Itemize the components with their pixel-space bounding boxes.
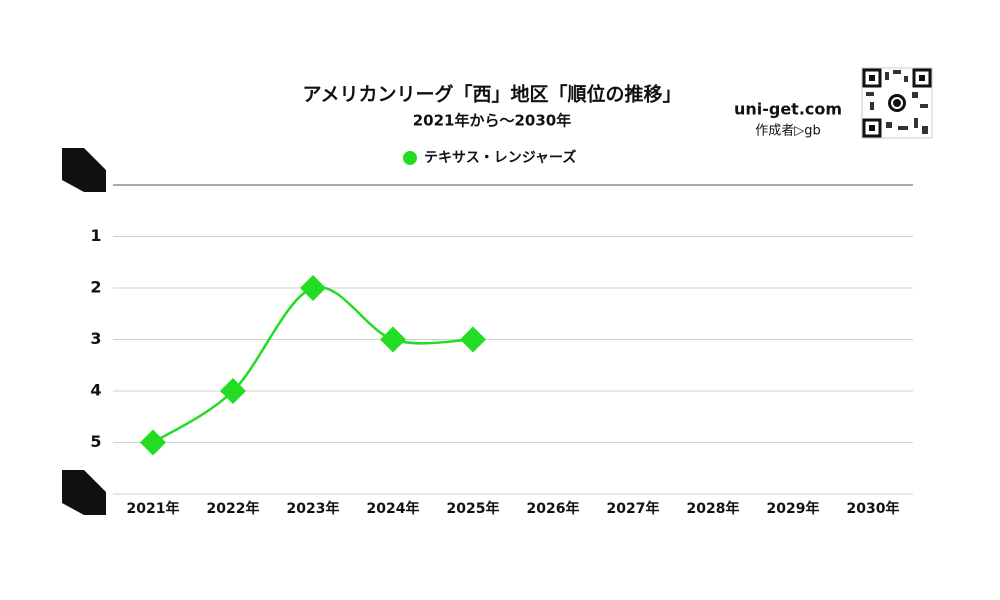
qr-code — [861, 67, 933, 139]
legend-swatch — [403, 151, 417, 165]
x-tick-label: 2024年 — [367, 500, 420, 517]
x-tick-label: 2030年 — [847, 500, 900, 517]
legend-label: テキサス・レンジャーズ — [424, 149, 576, 166]
line — [152, 285, 474, 444]
x-tick-label: 2025年 — [447, 500, 500, 517]
y-tick-label: 2 — [90, 278, 101, 297]
marker — [460, 326, 486, 353]
chart-subtitle: 2021年から～2030年 — [413, 112, 572, 130]
corner-deco — [62, 470, 106, 515]
x-tick-label: 2023年 — [287, 500, 340, 517]
x-tick-label: 2029年 — [767, 500, 820, 517]
x-tick-label: 2022年 — [207, 500, 260, 517]
marker — [140, 429, 166, 456]
x-tick-label: 2021年 — [127, 500, 180, 517]
x-tick-label: 2026年 — [527, 500, 580, 517]
marker — [300, 275, 326, 301]
marker — [380, 326, 406, 353]
y-tick-label: 4 — [90, 381, 101, 400]
y-tick-label: 3 — [90, 329, 101, 348]
chart-title: アメリカンリーグ「西」地区「順位の推移」 — [302, 83, 681, 106]
author: 作成者▷gb — [755, 124, 821, 139]
marker — [220, 378, 246, 404]
watermark: uni-get.com — [734, 100, 842, 119]
x-tick-label: 2028年 — [687, 500, 740, 517]
x-tick-label: 2027年 — [607, 500, 660, 517]
y-tick-label: 5 — [90, 432, 101, 451]
corner-deco — [62, 148, 106, 192]
y-tick-label: 1 — [90, 226, 101, 245]
